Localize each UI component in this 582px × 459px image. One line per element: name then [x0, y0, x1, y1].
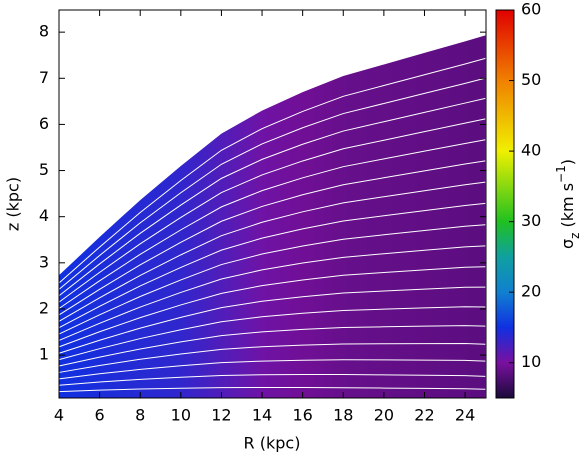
- x-axis-label: R (kpc): [244, 434, 301, 453]
- contour: [58, 266, 486, 348]
- contour: [58, 224, 486, 335]
- x-tick-label: 4: [54, 406, 64, 425]
- contour: [58, 139, 486, 309]
- colorbar-tick-label: 10: [521, 352, 541, 371]
- y-tick-label: 6: [39, 114, 49, 133]
- x-tick-label: 6: [95, 406, 105, 425]
- contour: [58, 325, 486, 367]
- colorbar-tick-label: 40: [521, 141, 541, 160]
- y-tick-label: 4: [39, 206, 49, 225]
- contour: [58, 57, 486, 284]
- contour: [58, 373, 486, 386]
- y-axis-label: z (kpc): [4, 177, 23, 231]
- colorbar-label-part: ): [558, 159, 577, 165]
- y-tick-label: 2: [39, 298, 49, 317]
- contour: [58, 286, 486, 354]
- colorbar-label-part: −1: [554, 165, 568, 183]
- colorbar-tick-label: 60: [521, 0, 541, 19]
- x-tick-label: 18: [333, 406, 353, 425]
- x-tick-label: 8: [135, 406, 145, 425]
- x-tick-label: 24: [455, 406, 475, 425]
- contour: [58, 118, 486, 303]
- contour: [58, 181, 486, 322]
- colorbar-label-part: σ: [558, 239, 577, 249]
- colorbar-tick-label: 30: [521, 211, 541, 230]
- y-tick-label: 8: [39, 22, 49, 41]
- contour: [58, 386, 486, 393]
- field-region: [59, 35, 486, 399]
- x-tick-label: 12: [211, 406, 231, 425]
- contour: [58, 97, 486, 297]
- y-tick-label: 5: [39, 160, 49, 179]
- contour: [58, 306, 486, 361]
- colorbar-tick-label: 20: [521, 282, 541, 301]
- x-tick-label: 22: [414, 406, 434, 425]
- x-tick-label: 10: [171, 406, 191, 425]
- plot-frame: [58, 9, 487, 399]
- contour: [58, 343, 486, 373]
- contour: [58, 359, 486, 380]
- colorbar-tick-label: 50: [521, 70, 541, 89]
- colorbar-label: σz (km s−1): [554, 159, 582, 249]
- colorbar: [495, 9, 515, 399]
- y-tick-label: 1: [39, 345, 49, 364]
- contour: [58, 202, 486, 329]
- contour: [58, 160, 486, 316]
- x-tick-label: 14: [252, 406, 272, 425]
- x-tick-label: 16: [292, 406, 312, 425]
- colorbar-label-part: z: [568, 233, 582, 239]
- y-tick-label: 7: [39, 68, 49, 87]
- contour: [58, 77, 486, 290]
- x-tick-label: 20: [374, 406, 394, 425]
- colorbar-label-part: (km s: [558, 183, 577, 233]
- contour: [58, 245, 486, 341]
- y-tick-label: 3: [39, 252, 49, 271]
